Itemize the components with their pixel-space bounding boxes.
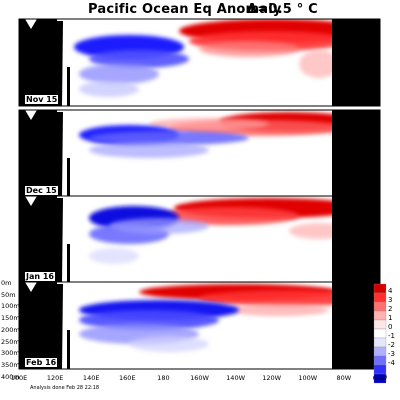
x-tick-label: 160W — [190, 374, 209, 382]
anomaly-panel — [18, 281, 381, 370]
analysis-footnote: Analysis done Feb 28 22:18 — [30, 385, 100, 391]
colorbar-tick-label: 3 — [388, 296, 393, 304]
y-tick-label: 50m — [1, 290, 16, 299]
colorbar-swatch — [373, 319, 387, 330]
anomaly-panel — [18, 109, 381, 198]
colorbar-tick-label: -1 — [388, 332, 395, 340]
anomaly-panel — [18, 18, 381, 107]
x-tick-label: 120E — [46, 374, 64, 382]
colorbar-tick-label: -2 — [388, 341, 395, 349]
colorbar-swatch — [373, 346, 387, 357]
colorbar-swatch — [373, 283, 387, 294]
y-tick-label: 0m — [1, 279, 12, 287]
y-tick-label: 200m — [1, 325, 20, 334]
colorbar-tick-label: -3 — [388, 350, 395, 358]
y-tick-label: 100m — [1, 302, 20, 311]
heatmap-panels — [18, 18, 381, 370]
panel-date-label: Dec 15 — [25, 186, 58, 195]
x-tick-label: 180 — [157, 374, 170, 382]
panel-date-label: Feb 16 — [25, 358, 58, 367]
x-tick-label: 100E — [10, 374, 28, 382]
colorbar-swatch — [373, 373, 387, 384]
x-tick-label: 120W — [262, 374, 282, 382]
colorbar-swatch — [373, 310, 387, 321]
colorbar-swatch — [373, 355, 387, 366]
colorbar-tick-label: 4 — [388, 287, 393, 295]
colorbar-swatch — [373, 364, 387, 375]
colorbar-swatch — [373, 337, 387, 348]
colorbar-swatch — [373, 328, 387, 339]
y-tick-label: 400m — [1, 372, 20, 381]
colorbar-tick-label: 0 — [388, 323, 393, 331]
x-tick-label: 160E — [119, 374, 136, 382]
colorbar-tick-label: -4 — [388, 359, 395, 367]
colorbar — [373, 283, 387, 384]
anomaly-panel — [18, 195, 381, 284]
y-tick-label: 250m — [1, 337, 20, 346]
colorbar-swatch — [373, 292, 387, 303]
x-tick-label: 100W — [298, 374, 318, 382]
colorbar-tick-label: 2 — [388, 305, 393, 313]
x-tick-label: 140W — [226, 374, 246, 382]
colorbar-swatch — [373, 301, 387, 312]
page-title: Pacific Ocean Eq Anomaly Δ=0.5 ° C — [0, 2, 400, 20]
chart-title: Pacific Ocean Eq Anomaly — [88, 2, 282, 17]
y-tick-label: 150m — [1, 314, 20, 323]
y-tick-label: 350m — [1, 360, 20, 369]
colorbar-tick-label: 1 — [388, 314, 393, 322]
panel-date-label: Nov 15 — [25, 95, 59, 104]
x-tick-label: 60W — [372, 374, 388, 382]
x-tick-label: 80W — [336, 374, 352, 382]
x-tick-label: 140E — [82, 374, 100, 382]
chart-subtitle: Δ=0.5 ° C — [247, 2, 318, 17]
panel-date-label: Jan 16 — [25, 272, 55, 281]
y-tick-label: 300m — [1, 349, 20, 358]
